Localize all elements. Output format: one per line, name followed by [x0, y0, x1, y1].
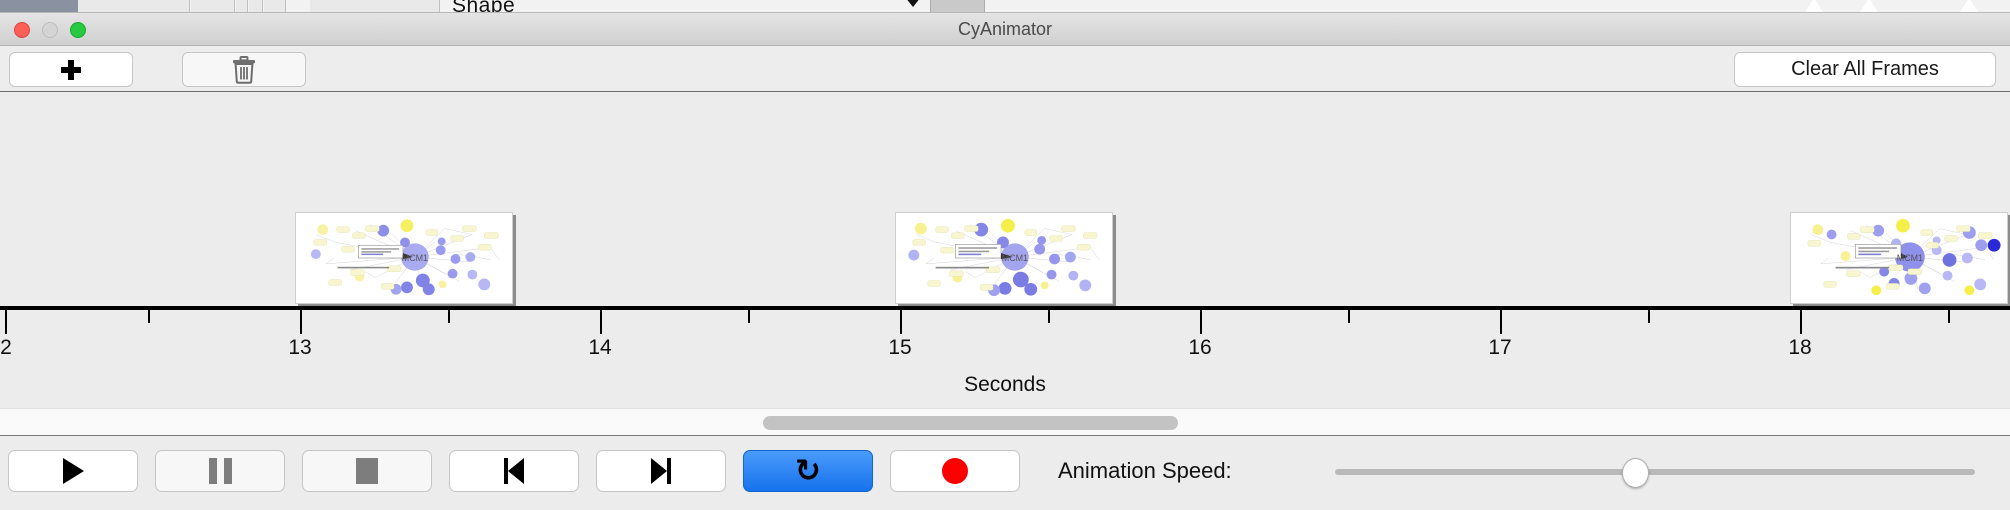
maximize-button[interactable] [70, 22, 86, 38]
axis-tick-label: 18 [1788, 336, 1812, 359]
timeline-frame-thumbnail[interactable]: MCM1 [1790, 212, 2008, 304]
axis-tick-label: 13 [288, 336, 312, 359]
axis-title: Seconds [964, 373, 1046, 396]
background-toolbar-segment [191, 0, 235, 12]
svg-text:MCM1: MCM1 [1897, 253, 1923, 263]
timeline-panel[interactable]: MCM1 [0, 93, 2010, 408]
network-graph-preview: MCM1 [296, 213, 512, 303]
background-selected-tab [930, 0, 985, 12]
stop-icon [356, 458, 378, 484]
svg-text:MCM1: MCM1 [402, 253, 428, 263]
slider-track [1335, 469, 1975, 475]
background-window-label: Shape [452, 0, 516, 13]
axis-minor-tick [448, 310, 450, 323]
trash-icon [233, 55, 255, 84]
loop-icon: ↻ [795, 452, 821, 489]
play-icon [62, 458, 84, 484]
record-button[interactable] [890, 450, 1020, 492]
axis-minor-tick [1648, 310, 1650, 323]
loop-button[interactable]: ↻ [743, 450, 873, 492]
timeline-horizontal-scrollbar[interactable] [0, 408, 2010, 436]
network-graph-preview: MCM1 [1791, 213, 2007, 303]
delete-frame-button[interactable] [182, 52, 306, 87]
background-toolbar-segment [264, 0, 286, 12]
axis-tick-label: 16 [1188, 336, 1212, 359]
pause-button[interactable] [155, 450, 285, 492]
skip-backward-icon [504, 458, 524, 484]
background-triangle-icon [1805, 0, 1823, 12]
slider-thumb[interactable] [1622, 458, 1649, 488]
axis-major-tick [300, 310, 302, 334]
skip-forward-icon [651, 458, 671, 484]
title-bar: CyAnimator [0, 13, 2010, 46]
axis-major-tick [600, 310, 602, 334]
axis-minor-tick [1048, 310, 1050, 323]
axis-major-tick [1200, 310, 1202, 334]
minimize-button[interactable] [42, 22, 58, 38]
window-title: CyAnimator [957, 19, 1053, 39]
record-icon [942, 458, 968, 484]
axis-minor-tick [148, 310, 150, 323]
stop-button[interactable] [302, 450, 432, 492]
axis-major-tick [5, 310, 7, 334]
plus-icon [61, 59, 81, 80]
add-frame-button[interactable] [9, 52, 133, 87]
clear-all-frames-button[interactable]: Clear All Frames [1734, 52, 1996, 87]
toolbar: Clear All Frames [0, 46, 2010, 92]
pause-icon [208, 458, 232, 484]
timeline-frame-thumbnail[interactable]: MCM1 [895, 212, 1113, 304]
background-toolbar-segment [78, 0, 190, 12]
axis-tick-label: 14 [588, 336, 612, 359]
axis-major-tick [1800, 310, 1802, 334]
axis-minor-tick [1348, 310, 1350, 323]
background-toolbar-segment [249, 0, 263, 12]
timeline-frame-thumbnail[interactable]: MCM1 [295, 212, 513, 304]
scrollbar-thumb[interactable] [763, 416, 1178, 430]
svg-text:MCM1: MCM1 [1002, 253, 1028, 263]
play-button[interactable] [8, 450, 138, 492]
background-triangle-icon [1860, 0, 1878, 12]
axis-minor-tick [748, 310, 750, 323]
background-window-strip: Shape [0, 0, 2010, 13]
animation-speed-slider[interactable] [1335, 450, 2010, 492]
transport-bar: ↻ Animation Speed: [0, 437, 2010, 510]
skip-backward-button[interactable] [449, 450, 579, 492]
animation-speed-label: Animation Speed: [1058, 458, 1232, 483]
axis-minor-tick [1948, 310, 1950, 323]
background-dropdown-arrow-icon [905, 0, 921, 7]
axis-tick-label: 2 [0, 336, 12, 359]
background-window-sidebar [0, 0, 78, 12]
axis-major-tick [900, 310, 902, 334]
background-triangle-icon [1960, 0, 1978, 12]
close-button[interactable] [14, 22, 30, 38]
background-toolbar-segment [236, 0, 248, 12]
network-graph-preview: MCM1 [896, 213, 1112, 303]
skip-forward-button[interactable] [596, 450, 726, 492]
background-toolbar-segment [310, 0, 440, 12]
axis-tick-label: 17 [1488, 336, 1512, 359]
timeline-axis [0, 306, 2010, 310]
axis-tick-label: 15 [888, 336, 912, 359]
axis-major-tick [1500, 310, 1502, 334]
